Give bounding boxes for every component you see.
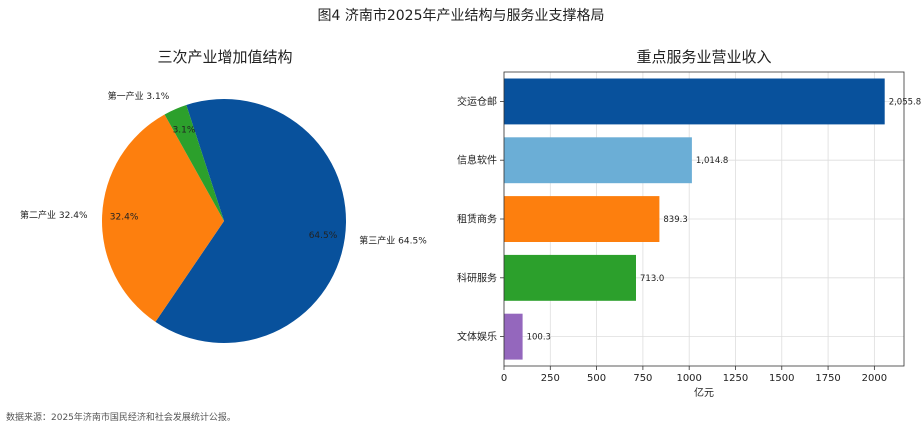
x-tick-label: 2000 xyxy=(862,373,887,384)
pie-chart-title: 三次产业增加值结构 xyxy=(157,48,292,66)
x-tick-label: 1000 xyxy=(676,373,701,384)
source-note: 数据来源：2025年济南市国民经济和社会发展统计公报。 xyxy=(6,413,236,423)
pie-chart: 三次产业增加值结构 64.5% 第三产业 64.5% 32.4% 第二产业 32.4%… xyxy=(20,48,427,343)
y-tick-label: 信息软件 xyxy=(457,154,497,167)
plot-frame xyxy=(503,71,905,367)
bar-value-label: 1,014.8 xyxy=(696,156,728,166)
y-tick-label: 交运仓邮 xyxy=(457,95,497,108)
pie-slice-percent-label: 64.5% xyxy=(309,231,338,241)
pie-slice xyxy=(102,114,224,322)
pie-slice xyxy=(155,98,347,343)
pie-slice-percent-label: 3.1% xyxy=(173,125,196,135)
bar xyxy=(504,196,660,242)
bar-value-label: 839.3 xyxy=(663,215,687,225)
bar-chart-title: 重点服务业营业收入 xyxy=(636,48,771,66)
figure-title: 图4 济南市2025年产业结构与服务业支撑格局 xyxy=(317,8,605,24)
bar xyxy=(504,78,885,125)
y-tick-label: 科研服务 xyxy=(457,271,497,284)
x-tick-label: 500 xyxy=(587,373,606,384)
x-tick-label: 750 xyxy=(633,373,652,384)
x-tick-label: 1750 xyxy=(815,373,840,384)
y-tick-label: 文体娱乐 xyxy=(457,330,497,343)
x-tick-label: 1500 xyxy=(769,373,794,384)
pie-slice-label: 第一产业 3.1% xyxy=(108,90,170,102)
bar-value-label: 100.3 xyxy=(527,333,551,343)
pie-slice-label: 第三产业 64.5% xyxy=(359,234,427,246)
x-tick-label: 1250 xyxy=(723,373,748,384)
bar-chart: 重点服务业营业收入 2,055.81,014.8839.3713.0100.3 … xyxy=(457,48,921,399)
pie-slices xyxy=(102,98,347,343)
pie-slice xyxy=(164,104,224,221)
x-tick-label: 0 xyxy=(501,373,507,384)
bar xyxy=(504,313,523,360)
bar-x-axis-label: 亿元 xyxy=(694,386,714,399)
pie-labels: 64.5% 第三产业 64.5% 32.4% 第二产业 32.4% 3.1% 第一产业 3… xyxy=(20,90,427,247)
bar xyxy=(504,137,692,184)
y-tick-label: 租赁商务 xyxy=(457,213,497,226)
x-tick-label: 250 xyxy=(541,373,560,384)
bar xyxy=(504,254,636,301)
bar-value-label: 2,055.8 xyxy=(889,97,921,107)
pie-slice-percent-label: 32.4% xyxy=(110,213,139,223)
pie-slice-label: 第二产业 32.4% xyxy=(20,209,88,221)
bar-marks: 2,055.8 1,014.8 839.3 713.0 100.3 xyxy=(504,78,921,360)
bar-axes: 0 250 500 750 1000 1250 1500 1750 2000 交运仓邮信息软件租赁… xyxy=(457,71,905,384)
bar-value-label: 713.0 xyxy=(640,274,664,284)
